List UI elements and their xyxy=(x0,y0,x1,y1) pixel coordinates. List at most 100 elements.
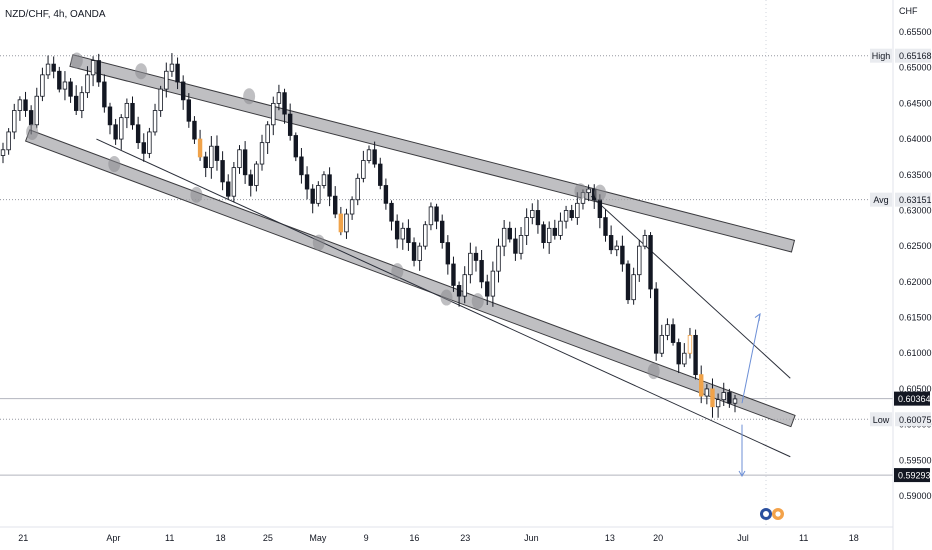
candle xyxy=(40,67,45,102)
price-tag-text: 0.63151 xyxy=(899,195,932,205)
candle xyxy=(321,171,327,189)
price-tick-label: 0.61000 xyxy=(899,348,932,358)
candle xyxy=(68,78,73,103)
candle xyxy=(428,202,434,231)
candle xyxy=(670,318,676,346)
upper-channel-band[interactable] xyxy=(69,54,796,253)
bullish-arrow-head xyxy=(754,312,761,322)
price-tick-label: 0.65500 xyxy=(899,27,932,37)
price-tick-label: 0.61500 xyxy=(899,313,932,323)
candle xyxy=(107,102,113,135)
price-tick-label: 0.64000 xyxy=(899,134,932,144)
price-tag-text: 0.65168 xyxy=(899,51,932,61)
symbol-title: NZD/CHF, 4h, OANDA xyxy=(5,9,106,20)
lower-channel-band[interactable] xyxy=(24,129,796,428)
candle xyxy=(333,186,338,219)
candle xyxy=(299,148,304,184)
descending-trendline[interactable] xyxy=(590,195,791,379)
candle xyxy=(625,260,631,304)
candle xyxy=(423,221,428,250)
touch-marker xyxy=(26,123,39,140)
candle xyxy=(485,274,490,305)
candle xyxy=(74,85,79,115)
price-tag-bg xyxy=(895,48,931,63)
candle xyxy=(552,219,558,240)
candle xyxy=(355,173,360,206)
candle xyxy=(209,136,214,179)
touch-marker xyxy=(312,234,325,251)
candle xyxy=(699,365,704,404)
candle xyxy=(378,157,383,190)
candle xyxy=(372,141,377,168)
candle xyxy=(220,151,225,191)
candle xyxy=(676,338,681,374)
channel-drawings[interactable] xyxy=(24,54,796,458)
candle xyxy=(642,229,648,250)
candle xyxy=(62,71,68,101)
candle xyxy=(530,203,535,225)
candle xyxy=(135,116,141,149)
candle xyxy=(603,209,608,242)
candle xyxy=(513,227,518,261)
candle xyxy=(197,129,203,161)
touch-markers xyxy=(26,52,660,380)
candle xyxy=(687,327,693,359)
price-label-name-bg xyxy=(870,48,892,63)
time-tick-label: 11 xyxy=(165,533,174,543)
candle xyxy=(130,96,135,130)
candle xyxy=(152,103,158,136)
candle xyxy=(169,53,175,77)
candle xyxy=(23,91,28,117)
price-label-name-bg xyxy=(870,192,892,207)
candle xyxy=(614,240,619,257)
candle xyxy=(265,121,270,154)
touch-marker xyxy=(574,183,587,200)
candle xyxy=(501,220,507,257)
candle xyxy=(434,203,439,230)
candle xyxy=(727,388,732,408)
candle xyxy=(327,167,332,207)
time-tick-label: 25 xyxy=(263,533,273,543)
candle xyxy=(344,208,349,239)
candle xyxy=(535,200,541,234)
candle xyxy=(462,266,467,304)
time-tick-label: Jun xyxy=(524,533,539,543)
candle xyxy=(682,343,687,368)
touch-marker xyxy=(108,156,121,173)
touch-marker xyxy=(243,88,256,105)
candle xyxy=(406,219,411,251)
touch-marker xyxy=(471,293,484,310)
candle xyxy=(490,261,496,307)
candle xyxy=(237,145,242,174)
price-label-name: Avg xyxy=(873,195,888,205)
candle xyxy=(102,74,107,113)
candle xyxy=(693,329,698,380)
candle xyxy=(203,151,208,178)
candle xyxy=(226,174,231,200)
price-tag-bg xyxy=(895,412,931,427)
candle xyxy=(665,318,670,341)
time-tick-label: 13 xyxy=(605,533,615,543)
candle xyxy=(282,88,287,124)
candle xyxy=(119,114,124,150)
time-tick-label: 23 xyxy=(460,533,470,543)
candle xyxy=(113,118,118,145)
candle xyxy=(507,221,512,243)
candle xyxy=(304,166,310,200)
candle xyxy=(271,96,276,136)
time-axis[interactable]: 21 Apr 11 18 25 May 9 16 23 Jun 13 20 Jul 11 18 xyxy=(18,533,859,543)
candle xyxy=(710,378,715,418)
candle xyxy=(417,242,422,271)
bearish-arrow-head xyxy=(738,470,746,477)
candle xyxy=(389,200,394,231)
economic-events[interactable] xyxy=(760,508,784,520)
candle xyxy=(524,208,529,246)
candle xyxy=(45,55,51,80)
time-tick-label: 20 xyxy=(653,533,663,543)
price-tag-text: 0.60075 xyxy=(899,415,932,425)
candle xyxy=(648,232,653,299)
currency-label: CHF xyxy=(899,6,918,16)
price-labels: 0.65168 High 0.63151 Avg 0.60364 0.60075 Low 0.… xyxy=(870,48,932,483)
